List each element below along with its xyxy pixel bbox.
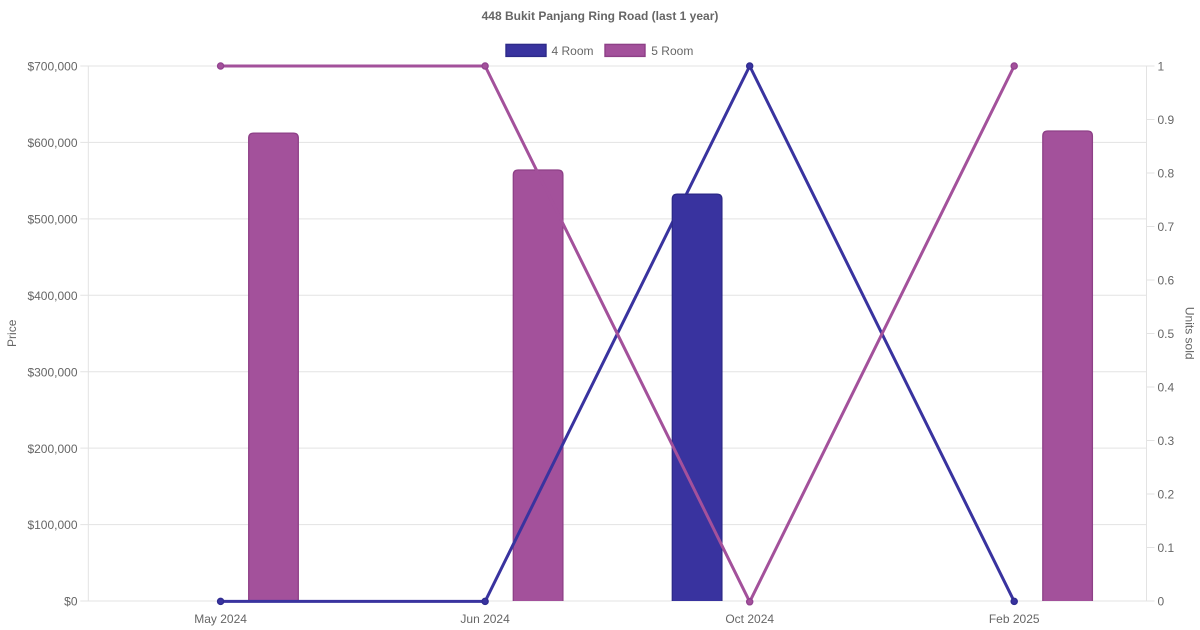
svg-text:448 Bukit Panjang Ring Road (l: 448 Bukit Panjang Ring Road (last 1 year… — [482, 9, 719, 23]
svg-text:0.3: 0.3 — [1158, 434, 1175, 448]
svg-text:$500,000: $500,000 — [27, 213, 77, 227]
svg-text:0.6: 0.6 — [1158, 274, 1175, 288]
svg-text:0: 0 — [1158, 595, 1165, 609]
svg-text:0.5: 0.5 — [1158, 327, 1175, 341]
svg-text:$200,000: $200,000 — [27, 442, 77, 456]
svg-text:0.4: 0.4 — [1158, 381, 1175, 395]
svg-text:$0: $0 — [64, 595, 78, 609]
svg-text:Jun 2024: Jun 2024 — [460, 612, 510, 626]
svg-text:1: 1 — [1158, 60, 1165, 74]
svg-text:0.1: 0.1 — [1158, 541, 1175, 555]
svg-text:Feb 2025: Feb 2025 — [989, 612, 1040, 626]
svg-text:Oct 2024: Oct 2024 — [725, 612, 774, 626]
svg-text:4 Room: 4 Room — [552, 44, 594, 58]
svg-text:May 2024: May 2024 — [194, 612, 247, 626]
svg-text:0.2: 0.2 — [1158, 488, 1175, 502]
svg-text:$400,000: $400,000 — [27, 289, 77, 303]
svg-text:5 Room: 5 Room — [651, 44, 693, 58]
svg-text:Price: Price — [5, 319, 19, 347]
svg-text:0.7: 0.7 — [1158, 220, 1175, 234]
svg-text:$100,000: $100,000 — [27, 518, 77, 532]
svg-text:$700,000: $700,000 — [27, 60, 77, 74]
svg-text:Units sold: Units sold — [1182, 307, 1196, 360]
svg-text:$300,000: $300,000 — [27, 365, 77, 379]
svg-text:$600,000: $600,000 — [27, 136, 77, 150]
svg-text:0.8: 0.8 — [1158, 167, 1175, 181]
svg-text:0.9: 0.9 — [1158, 113, 1175, 127]
